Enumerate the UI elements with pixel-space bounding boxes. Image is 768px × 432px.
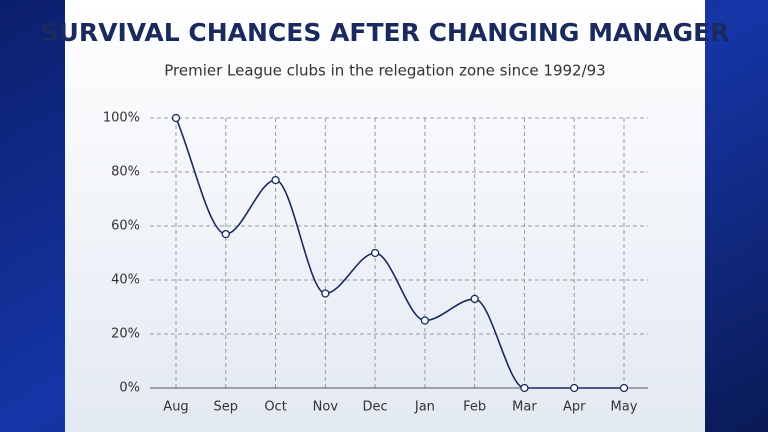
y-tick-label: 60%: [111, 219, 140, 234]
point: [221, 229, 230, 239]
x-tick-label: Oct: [264, 400, 286, 415]
y-tick-label: 0%: [119, 381, 140, 396]
x-tick-label: Jan: [414, 400, 435, 415]
point: [619, 383, 629, 393]
chart-title: SURVIVAL CHANCES AFTER CHANGING MANAGER: [41, 18, 730, 47]
point: [370, 248, 380, 258]
point: [271, 175, 280, 185]
point: [321, 289, 330, 298]
panel: [65, 0, 705, 432]
x-tick-label: May: [611, 400, 638, 415]
y-tick-label: 40%: [111, 273, 140, 288]
x-tick-label: Aug: [163, 400, 188, 415]
x-tick-label: Mar: [512, 400, 537, 415]
point: [520, 383, 529, 393]
x-tick-label: Apr: [563, 400, 586, 415]
y-tick-label: 80%: [111, 165, 140, 180]
x-tick-label: Nov: [313, 400, 339, 415]
y-tick-label: 100%: [103, 111, 140, 126]
point: [420, 316, 430, 325]
y-tick-label: 20%: [111, 327, 140, 342]
chart-subtitle: Premier League clubs in the relegation z…: [164, 62, 605, 80]
line: [175, 117, 624, 389]
point: [570, 383, 579, 393]
x-tick-label: Feb: [463, 400, 486, 415]
point: [470, 294, 479, 304]
x-tick-label: Sep: [214, 400, 239, 415]
point: [171, 113, 181, 123]
x-tick-label: Dec: [363, 400, 388, 415]
